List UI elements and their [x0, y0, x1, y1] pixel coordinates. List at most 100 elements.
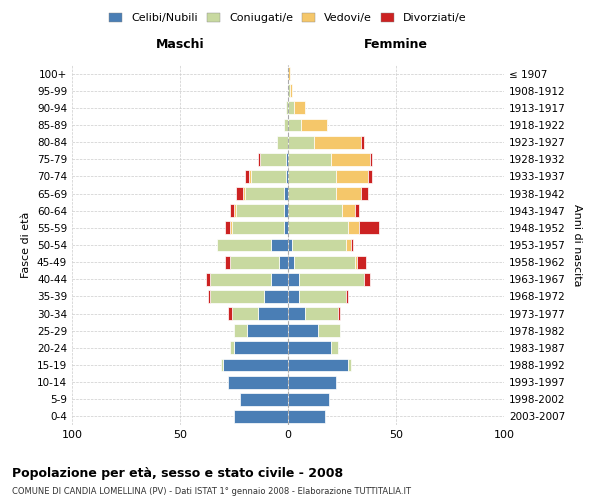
Bar	[288, 204, 342, 217]
Bar	[286, 102, 288, 114]
Bar	[284, 222, 288, 234]
Bar	[245, 187, 284, 200]
Bar	[206, 273, 210, 285]
Bar	[277, 136, 288, 148]
Bar	[234, 204, 236, 217]
Bar	[288, 84, 290, 97]
Bar	[290, 84, 292, 97]
Bar	[230, 342, 234, 354]
Bar	[299, 290, 346, 303]
Bar	[288, 393, 329, 406]
Bar	[288, 238, 292, 252]
Bar	[295, 256, 355, 268]
Bar	[288, 153, 331, 166]
Bar	[208, 290, 210, 303]
Bar	[288, 410, 325, 423]
Y-axis label: Fasce di età: Fasce di età	[22, 212, 31, 278]
Bar	[288, 290, 299, 303]
Bar	[292, 238, 346, 252]
Bar	[288, 324, 318, 337]
Bar	[217, 238, 271, 252]
Bar	[234, 410, 288, 423]
Bar	[361, 136, 364, 148]
Bar	[288, 136, 314, 148]
Bar	[286, 170, 288, 183]
Bar	[232, 222, 284, 234]
Bar	[227, 307, 232, 320]
Bar	[251, 170, 286, 183]
Bar	[301, 118, 327, 132]
Bar	[288, 170, 335, 183]
Bar	[288, 273, 299, 285]
Bar	[357, 256, 366, 268]
Text: Femmine: Femmine	[364, 38, 428, 52]
Bar	[288, 376, 335, 388]
Bar	[318, 324, 340, 337]
Bar	[364, 273, 370, 285]
Bar	[295, 102, 305, 114]
Bar	[368, 170, 372, 183]
Bar	[355, 204, 359, 217]
Bar	[242, 187, 245, 200]
Bar	[284, 204, 288, 217]
Text: Maschi: Maschi	[155, 38, 205, 52]
Bar	[247, 324, 288, 337]
Bar	[234, 342, 288, 354]
Bar	[288, 256, 295, 268]
Bar	[249, 170, 251, 183]
Bar	[288, 307, 305, 320]
Bar	[284, 118, 288, 132]
Bar	[226, 256, 230, 268]
Bar	[264, 290, 288, 303]
Bar	[370, 153, 372, 166]
Text: Popolazione per età, sesso e stato civile - 2008: Popolazione per età, sesso e stato civil…	[12, 468, 343, 480]
Bar	[236, 187, 242, 200]
Bar	[361, 187, 368, 200]
Bar	[230, 204, 234, 217]
Bar	[346, 238, 350, 252]
Bar	[271, 238, 288, 252]
Bar	[260, 153, 286, 166]
Bar	[288, 67, 290, 80]
Bar	[335, 170, 368, 183]
Bar	[221, 358, 223, 372]
Bar	[335, 187, 361, 200]
Bar	[288, 222, 349, 234]
Bar	[227, 376, 288, 388]
Bar	[210, 290, 264, 303]
Bar	[338, 307, 340, 320]
Bar	[271, 273, 288, 285]
Bar	[288, 102, 295, 114]
Bar	[258, 307, 288, 320]
Bar	[346, 290, 349, 303]
Bar	[230, 256, 280, 268]
Bar	[288, 342, 331, 354]
Bar	[236, 204, 284, 217]
Bar	[288, 358, 349, 372]
Bar	[305, 307, 338, 320]
Bar	[245, 170, 249, 183]
Bar	[288, 187, 335, 200]
Bar	[349, 358, 350, 372]
Bar	[299, 273, 364, 285]
Bar	[350, 238, 353, 252]
Bar	[241, 393, 288, 406]
Bar	[258, 153, 260, 166]
Bar	[226, 222, 230, 234]
Bar	[232, 307, 258, 320]
Bar	[223, 358, 288, 372]
Bar	[342, 204, 355, 217]
Bar	[234, 324, 247, 337]
Bar	[359, 222, 379, 234]
Bar	[210, 273, 271, 285]
Bar	[331, 153, 370, 166]
Bar	[331, 342, 338, 354]
Y-axis label: Anni di nascita: Anni di nascita	[572, 204, 582, 286]
Bar	[284, 187, 288, 200]
Bar	[288, 118, 301, 132]
Bar	[230, 222, 232, 234]
Legend: Celibi/Nubili, Coniugati/e, Vedovi/e, Divorziati/e: Celibi/Nubili, Coniugati/e, Vedovi/e, Di…	[106, 10, 470, 26]
Bar	[280, 256, 288, 268]
Text: COMUNE DI CANDIA LOMELLINA (PV) - Dati ISTAT 1° gennaio 2008 - Elaborazione TUTT: COMUNE DI CANDIA LOMELLINA (PV) - Dati I…	[12, 488, 411, 496]
Bar	[355, 256, 357, 268]
